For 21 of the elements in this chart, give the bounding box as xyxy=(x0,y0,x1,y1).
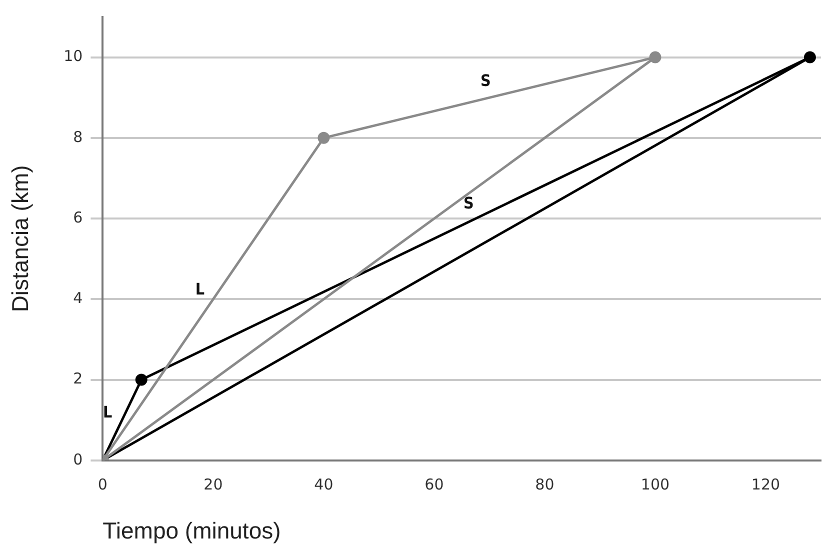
point xyxy=(649,51,662,64)
y-tick-label: 2 xyxy=(73,370,83,388)
y-tick-label: 10 xyxy=(64,47,83,66)
y-tick-label: 4 xyxy=(73,289,83,308)
x-axis-title: Tiempo (minutos) xyxy=(102,518,281,544)
annotation: L xyxy=(103,402,112,422)
y-tick-label: 6 xyxy=(73,208,83,226)
annotation: S xyxy=(480,71,491,90)
y-axis-title: Distancia (km) xyxy=(7,165,34,312)
annotation: S xyxy=(464,193,474,212)
x-tick-label: 40 xyxy=(314,475,334,494)
y-tick-label: 8 xyxy=(73,128,83,146)
x-tick-label: 120 xyxy=(751,475,780,494)
annotation: L xyxy=(195,279,205,298)
x-tick-label: 100 xyxy=(640,475,670,494)
point xyxy=(804,51,816,64)
y-tick-label: 0 xyxy=(73,450,83,468)
x-tick-label: 0 xyxy=(98,475,108,494)
x-tick-label: 20 xyxy=(204,475,223,494)
x-tick-label: 80 xyxy=(535,475,554,494)
x-tick-label: 60 xyxy=(424,475,444,494)
